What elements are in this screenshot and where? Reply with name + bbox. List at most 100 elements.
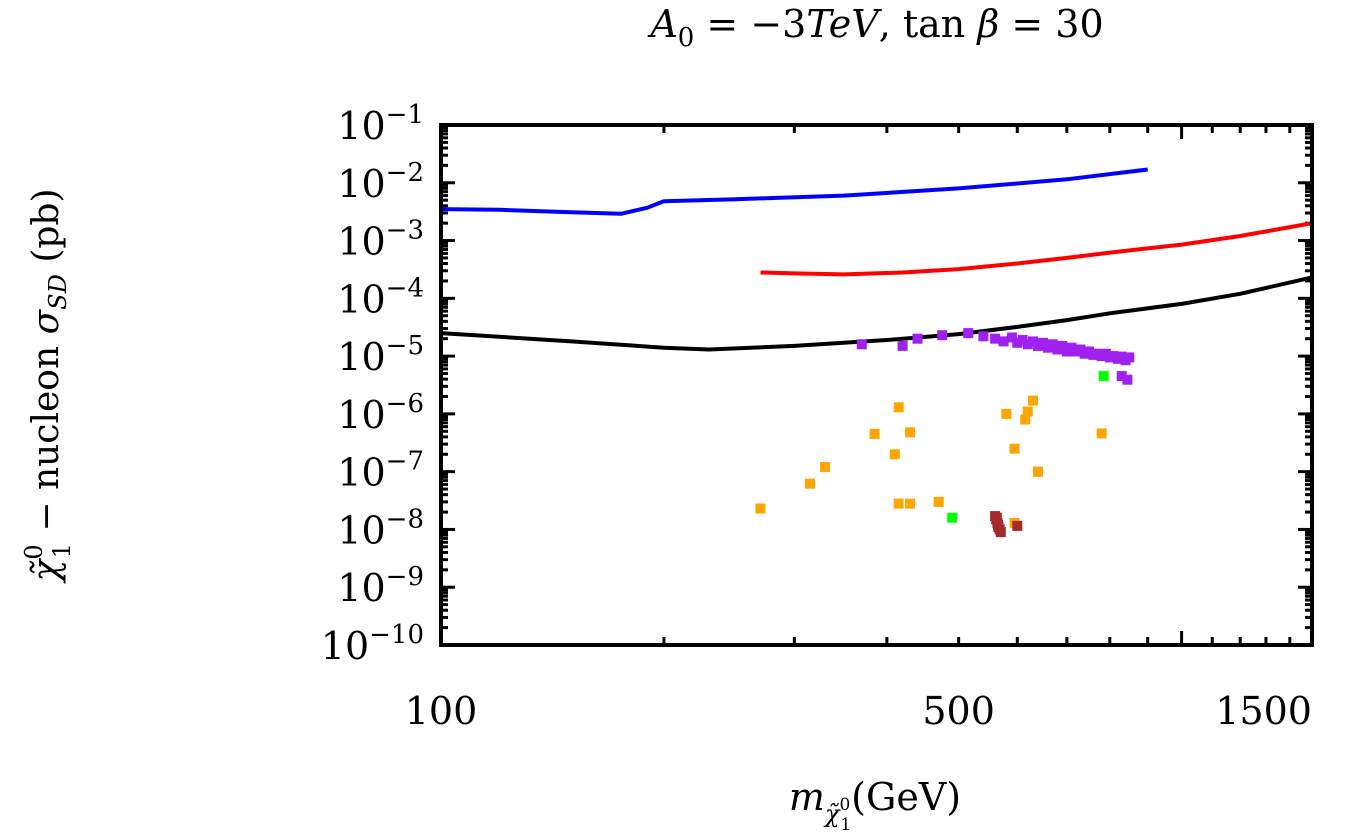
y-tick-label: 10−2	[337, 158, 424, 206]
y-tick-base: 10	[337, 508, 385, 552]
ylabel-sigma-sub: SD	[44, 274, 72, 310]
red-limit-line	[760, 221, 1313, 277]
purple-point	[897, 340, 908, 351]
y-tick-label: 10−9	[337, 562, 424, 610]
orange-point	[805, 478, 815, 489]
orange-point	[893, 402, 904, 413]
ylabel-sigma: σ	[26, 308, 67, 334]
y-tick-base: 10	[337, 104, 385, 148]
y-tick-labels: 10−110−210−310−410−510−610−710−810−910−1…	[321, 100, 424, 668]
orange-point	[889, 449, 900, 460]
title-beta: β	[975, 2, 999, 46]
ylabel-chi: χ̃	[26, 558, 67, 585]
xlabel-m: m	[789, 775, 825, 819]
brown-point	[995, 527, 1006, 538]
y-tick-exponent: −5	[386, 331, 424, 361]
y-tick-base: 10	[337, 451, 385, 495]
y-tick-exponent: −7	[386, 447, 424, 477]
y-tick-exponent: −2	[386, 158, 424, 188]
y-tick-exponent: −9	[386, 562, 424, 592]
orange-point	[820, 462, 830, 473]
ylabel-mid: − nucleon	[26, 334, 67, 543]
y-tick-label: 10−8	[337, 504, 424, 552]
xlabel-sup: 0	[840, 795, 851, 815]
green-point	[1098, 371, 1109, 382]
x-tick-label: 500	[922, 689, 995, 733]
orange-point	[1020, 414, 1031, 425]
purple-point	[1057, 340, 1068, 351]
title-a0: A	[647, 2, 677, 46]
xlabel-unit: (GeV)	[851, 775, 961, 819]
brown-point	[993, 519, 1003, 530]
orange-point	[1028, 395, 1038, 406]
axis-ticks	[439, 123, 1314, 647]
orange-point	[905, 498, 916, 509]
purple-point	[963, 328, 974, 339]
y-tick-base: 10	[337, 220, 385, 264]
y-axis-label: χ̃01 − nucleon σSD (pb)	[20, 189, 76, 585]
purple-point	[937, 330, 948, 341]
y-tick-label: 10−4	[337, 273, 424, 321]
title-eq1: = −3	[694, 2, 806, 46]
scatter-points	[755, 328, 1135, 538]
brown-point	[1012, 520, 1023, 531]
orange-point	[1001, 408, 1012, 419]
orange-point	[1033, 466, 1043, 477]
y-tick-label: 10−10	[321, 620, 424, 668]
y-tick-base: 10	[337, 162, 385, 206]
y-tick-label: 10−1	[337, 100, 424, 148]
plot-frame	[439, 123, 1314, 647]
orange-point	[1096, 428, 1107, 439]
y-tick-base: 10	[337, 335, 385, 379]
chart-title: A0 = −3TeV, tan β = 30	[647, 2, 1103, 53]
orange-point	[1022, 406, 1033, 417]
xlabel-sub: 1	[840, 815, 851, 833]
y-tick-base: 10	[337, 277, 385, 321]
x-axis-label: mχ̃0 1(GeV)	[789, 775, 961, 833]
x-tick-label: 100	[405, 689, 478, 733]
title-eq2: = 30	[999, 2, 1103, 46]
limit-curves	[440, 167, 1313, 352]
title-comma: , tan	[879, 2, 978, 46]
purple-point	[1006, 332, 1017, 343]
x-tick-labels: 100 500 1500	[405, 689, 1312, 733]
y-tick-exponent: −6	[386, 389, 424, 419]
y-tick-base: 10	[337, 393, 385, 437]
orange-point	[933, 496, 944, 507]
y-tick-label: 10−3	[337, 216, 424, 264]
ylabel-sup: 0	[20, 544, 48, 559]
purple-point	[1124, 352, 1135, 363]
y-tick-label: 10−6	[337, 389, 424, 437]
y-tick-exponent: −1	[386, 100, 424, 130]
purple-point	[856, 339, 867, 350]
purple-point	[990, 333, 1001, 344]
orange-point	[1009, 443, 1020, 454]
title-a0-sub: 0	[678, 23, 695, 53]
y-tick-exponent: −10	[369, 620, 424, 650]
green-point	[947, 512, 958, 523]
y-tick-base: 10	[321, 624, 369, 668]
purple-point	[912, 333, 923, 344]
purple-point	[998, 336, 1009, 347]
purple-point	[1017, 335, 1028, 345]
black-limit-line	[440, 275, 1313, 352]
purple-point	[978, 331, 989, 342]
ylabel-unit: (pb)	[26, 189, 67, 275]
title-tev: TeV	[806, 2, 882, 46]
purple-point	[1022, 339, 1033, 350]
brown-point	[991, 512, 1002, 523]
xlabel-chi: χ̃	[823, 800, 841, 828]
purple-point	[1116, 371, 1127, 382]
purple-point	[1047, 339, 1058, 350]
orange-point	[893, 498, 904, 509]
blue-limit-line	[440, 167, 1148, 216]
x-tick-label: 1500	[1215, 689, 1312, 733]
purple-point	[1122, 374, 1133, 385]
y-tick-exponent: −3	[386, 216, 424, 246]
purple-point	[1012, 337, 1023, 348]
y-tick-base: 10	[337, 566, 385, 610]
orange-point	[905, 427, 916, 438]
y-tick-exponent: −8	[386, 504, 424, 534]
y-tick-label: 10−7	[337, 447, 424, 495]
